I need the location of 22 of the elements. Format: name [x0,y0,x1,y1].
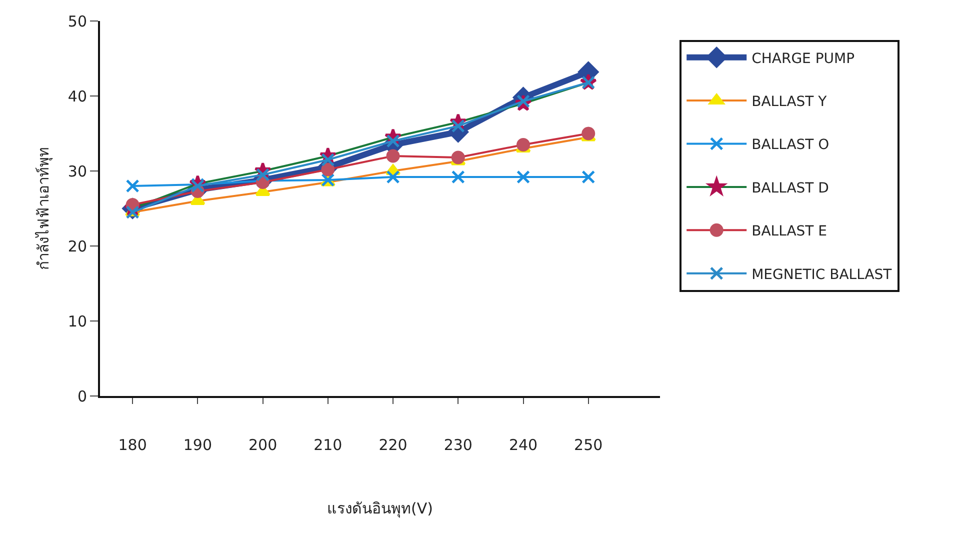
y-axis-title: กำลังไฟฟ้าเอาท์พุท [34,147,54,270]
y-tick-label: 30 [68,162,87,180]
legend-label: BALLAST Y [752,94,828,110]
y-tick-label: 0 [77,387,87,406]
x-tick-label: 200 [248,436,278,454]
x-tick-label: 190 [183,436,212,454]
legend-label: BALLAST E [752,224,828,240]
y-tick-label: 40 [68,87,87,106]
y-tick-label: 50 [68,12,87,30]
legend-label: BALLAST D [752,180,829,196]
y-tick-label: 20 [68,237,87,256]
legend-label: CHARGE PUMP [752,50,855,67]
legend-label: MEGNETIC BALLAST [752,266,892,283]
x-axis-title: แรงดันอินพุท(V) [327,500,433,518]
x-tick-label: 240 [508,436,538,454]
y-tick-label: 10 [68,312,87,330]
x-tick-label: 180 [118,436,147,454]
x-tick-label: 220 [378,436,408,454]
legend-label: BALLAST O [752,137,830,154]
x-tick-label: 230 [444,436,472,454]
x-tick-label: 250 [574,436,603,454]
x-tick-label: 210 [314,436,342,454]
